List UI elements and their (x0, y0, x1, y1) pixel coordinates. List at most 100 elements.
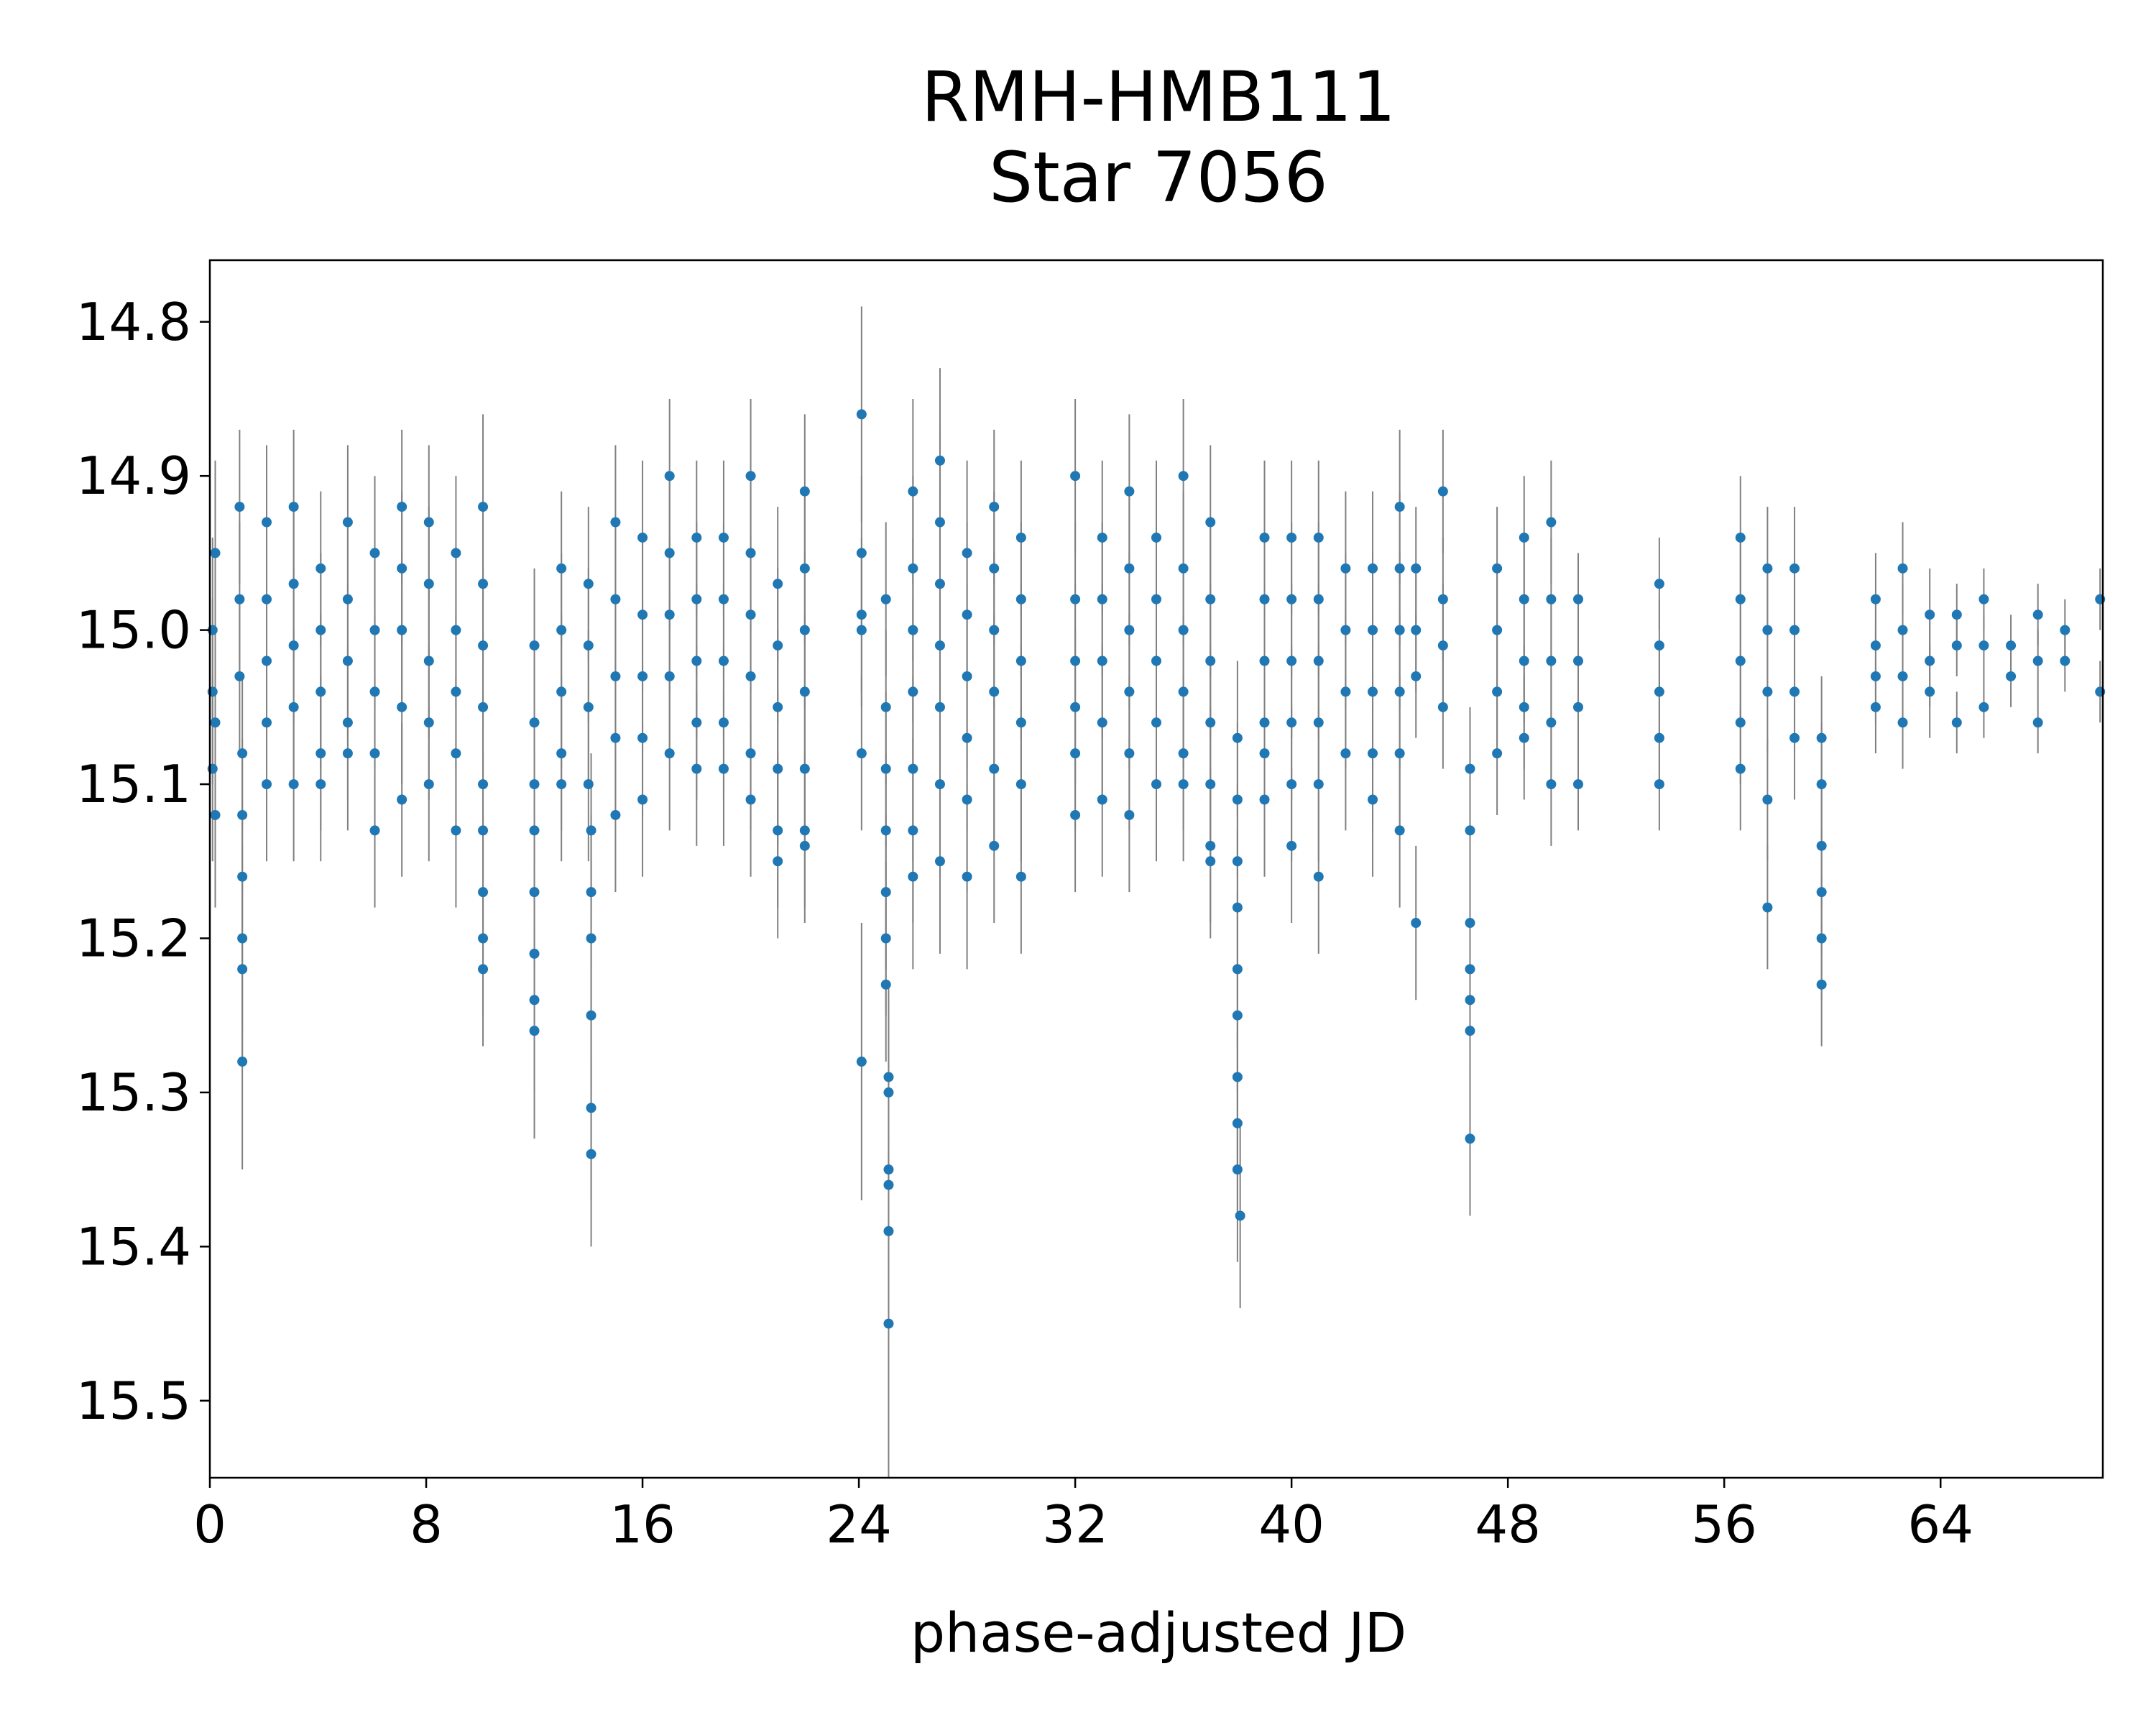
data-point (1259, 656, 1270, 666)
data-point (1394, 748, 1405, 759)
data-point (1368, 625, 1378, 635)
data-point (773, 640, 783, 651)
data-point (1259, 717, 1270, 728)
data-point (773, 763, 783, 774)
data-point (962, 671, 972, 681)
data-point (880, 979, 891, 990)
data-point (934, 579, 945, 589)
data-point (369, 748, 380, 759)
data-point (1951, 640, 1962, 651)
data-point (583, 640, 594, 651)
y-tick-label: 14.9 (76, 446, 191, 506)
data-point (908, 871, 918, 882)
data-point (1925, 686, 1935, 697)
data-point (1870, 671, 1881, 681)
data-point (1178, 686, 1189, 697)
data-point (799, 486, 810, 497)
data-point (610, 671, 621, 681)
data-point (1124, 563, 1135, 574)
data-point (1789, 686, 1800, 697)
data-point (745, 610, 756, 620)
data-point (478, 964, 489, 975)
data-point (2006, 671, 2017, 681)
data-point (718, 763, 729, 774)
data-point (799, 840, 810, 851)
data-point (288, 579, 299, 589)
data-point (288, 702, 299, 712)
data-point (691, 717, 702, 728)
data-point (962, 871, 972, 882)
data-point (745, 471, 756, 482)
data-point (423, 517, 434, 528)
data-point (2060, 656, 2070, 666)
data-point (1313, 779, 1324, 790)
data-point (369, 625, 380, 635)
data-point (880, 702, 891, 712)
data-point (856, 409, 867, 420)
data-point (237, 1057, 248, 1067)
data-point (637, 610, 648, 620)
data-point (451, 548, 461, 558)
data-point (1978, 702, 1989, 712)
data-point (586, 1010, 596, 1021)
data-point (369, 548, 380, 558)
data-point (397, 502, 407, 512)
x-tick-label: 64 (1907, 1494, 1973, 1555)
data-point (1735, 763, 1746, 774)
data-point (1313, 532, 1324, 543)
data-points (207, 409, 2106, 1329)
data-point (989, 563, 1000, 574)
data-point (451, 686, 461, 697)
data-point (478, 702, 489, 712)
data-point (397, 702, 407, 712)
y-tick-label: 15.0 (76, 600, 191, 661)
data-point (718, 532, 729, 543)
data-point (529, 825, 540, 836)
data-point (342, 517, 353, 528)
data-point (262, 656, 272, 666)
data-point (664, 548, 675, 558)
data-point (1178, 625, 1189, 635)
data-point (1070, 594, 1081, 604)
data-point (237, 748, 248, 759)
data-point (210, 548, 221, 558)
x-axis-label: phase-adjusted JD (911, 1601, 1406, 1665)
data-point (1465, 964, 1475, 975)
data-point (1492, 563, 1503, 574)
data-point (883, 1225, 894, 1236)
x-tick-label: 48 (1475, 1494, 1541, 1555)
data-point (637, 794, 648, 805)
data-point (1492, 625, 1503, 635)
data-point (883, 1072, 894, 1082)
data-point (1546, 779, 1557, 790)
data-point (1259, 532, 1270, 543)
data-point (773, 825, 783, 836)
data-point (799, 825, 810, 836)
data-point (1762, 563, 1773, 574)
data-point (288, 779, 299, 790)
data-point (1870, 640, 1881, 651)
data-point (883, 1164, 894, 1175)
chart-title: RMH-HMB111 (921, 57, 1396, 137)
data-point (664, 748, 675, 759)
data-point (1286, 779, 1297, 790)
data-point (718, 656, 729, 666)
data-point (1654, 686, 1664, 697)
data-point (637, 671, 648, 681)
data-point (1465, 1026, 1475, 1036)
data-point (1232, 1072, 1243, 1082)
x-tick-label: 24 (826, 1494, 892, 1555)
data-point (1097, 717, 1107, 728)
data-point (1124, 625, 1135, 635)
data-point (315, 748, 326, 759)
data-point (1232, 794, 1243, 805)
data-point (1897, 717, 1908, 728)
data-point (529, 717, 540, 728)
data-point (369, 686, 380, 697)
data-point (342, 594, 353, 604)
data-point (908, 763, 918, 774)
data-point (880, 763, 891, 774)
data-point (745, 671, 756, 681)
data-point (1519, 532, 1529, 543)
